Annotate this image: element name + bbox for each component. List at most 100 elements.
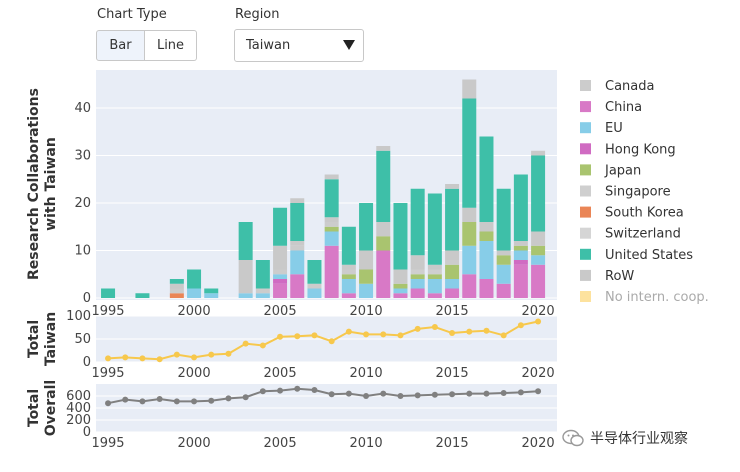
x-tick-label: 2000 [178, 304, 211, 319]
data-point [431, 324, 438, 331]
legend-swatch [580, 227, 591, 239]
y-tick-label: 200 [66, 413, 91, 428]
data-point [139, 355, 146, 362]
bar-segment [255, 260, 270, 289]
bar-segment [531, 264, 546, 298]
chart-type-label: Chart Type [97, 7, 167, 22]
bar-segment [324, 245, 339, 298]
y-tick-label: 100 [66, 309, 91, 324]
bar-segment [462, 207, 477, 222]
data-point [242, 340, 249, 347]
data-point [225, 395, 232, 402]
data-point [380, 331, 387, 338]
legend-swatch [580, 206, 591, 218]
bar-segment [324, 222, 339, 227]
bar-segment [307, 283, 322, 289]
bar-segment [479, 222, 494, 232]
bar-segment [238, 293, 253, 298]
bar-segment [376, 150, 391, 222]
x-tick-label: 2010 [350, 366, 383, 381]
bar-segment [273, 274, 288, 279]
data-point [397, 393, 404, 399]
legend-swatch [580, 248, 591, 260]
bar-segment [273, 207, 288, 246]
x-tick-label: 2020 [522, 304, 555, 319]
legend-swatch [580, 122, 591, 134]
data-point [156, 356, 163, 363]
legend-label: Japan [604, 163, 641, 178]
data-point [380, 390, 387, 397]
bar-segment [341, 269, 356, 275]
data-point [191, 398, 198, 405]
bar-button[interactable]: Bar [96, 30, 145, 61]
y-axis-title: Total [26, 320, 42, 358]
y-tick-label: 0 [83, 355, 91, 370]
data-point [259, 388, 266, 395]
bar-segment [427, 264, 442, 270]
data-point [208, 397, 215, 404]
bar-segment [410, 288, 425, 298]
bar-segment [290, 274, 305, 298]
data-point [277, 387, 284, 394]
bar-segment [445, 288, 460, 298]
bar-segment [341, 279, 356, 294]
bar-segment [359, 269, 374, 284]
x-tick-label: 2020 [522, 436, 555, 451]
bar-segment [513, 241, 528, 246]
bar-segment [204, 293, 219, 298]
bar-segment [101, 288, 116, 298]
bar-segment [341, 274, 356, 279]
chart-type-toggle: Bar Line [96, 30, 197, 61]
x-tick-label: 2005 [264, 436, 297, 451]
data-point [156, 396, 163, 402]
data-point [139, 398, 146, 405]
bar-segment [393, 293, 408, 298]
bar-segment [376, 222, 391, 237]
legend-label: Singapore [605, 185, 671, 200]
x-tick-label: 1995 [91, 436, 124, 451]
data-point [294, 385, 301, 392]
legend-label: China [605, 100, 642, 115]
bar-segment [238, 222, 253, 260]
data-point [483, 327, 490, 334]
data-point [517, 322, 524, 329]
bar-segment [479, 241, 494, 279]
legend-swatch [580, 143, 591, 155]
bar-segment [462, 274, 477, 298]
data-point [208, 351, 215, 358]
data-point [277, 333, 284, 340]
bar-segment [324, 179, 339, 218]
data-point [466, 328, 473, 335]
bar-segment [496, 264, 511, 284]
line-button[interactable]: Line [145, 30, 197, 61]
y-tick-label: 10 [74, 244, 91, 259]
y-axis-title: Total [26, 389, 42, 427]
bar-segment [290, 198, 305, 203]
data-point [449, 330, 456, 337]
watermark: 半导体行业观察 [562, 428, 688, 448]
bar-segment [513, 250, 528, 260]
x-tick-label: 2020 [522, 366, 555, 381]
data-point [414, 392, 421, 399]
bar-segment [359, 283, 374, 298]
y-tick-label: 40 [74, 101, 91, 116]
data-point [466, 390, 473, 397]
bar-segment [445, 184, 460, 189]
region-select[interactable]: Taiwan [234, 29, 364, 62]
data-point [328, 391, 335, 398]
bar-segment [513, 264, 528, 298]
bar-segment [496, 250, 511, 256]
y-axis-title: Research Collaborations [26, 88, 42, 280]
bar-segment [255, 293, 270, 298]
bar-segment [496, 255, 511, 265]
data-point [259, 342, 266, 349]
bar-segment [359, 203, 374, 251]
bar-segment [341, 293, 356, 298]
wechat-icon [562, 429, 584, 447]
bar-segment [169, 279, 184, 284]
bar-segment [324, 217, 339, 222]
bar-segment [410, 255, 425, 270]
bar-segment [445, 279, 460, 289]
data-point [311, 332, 318, 339]
